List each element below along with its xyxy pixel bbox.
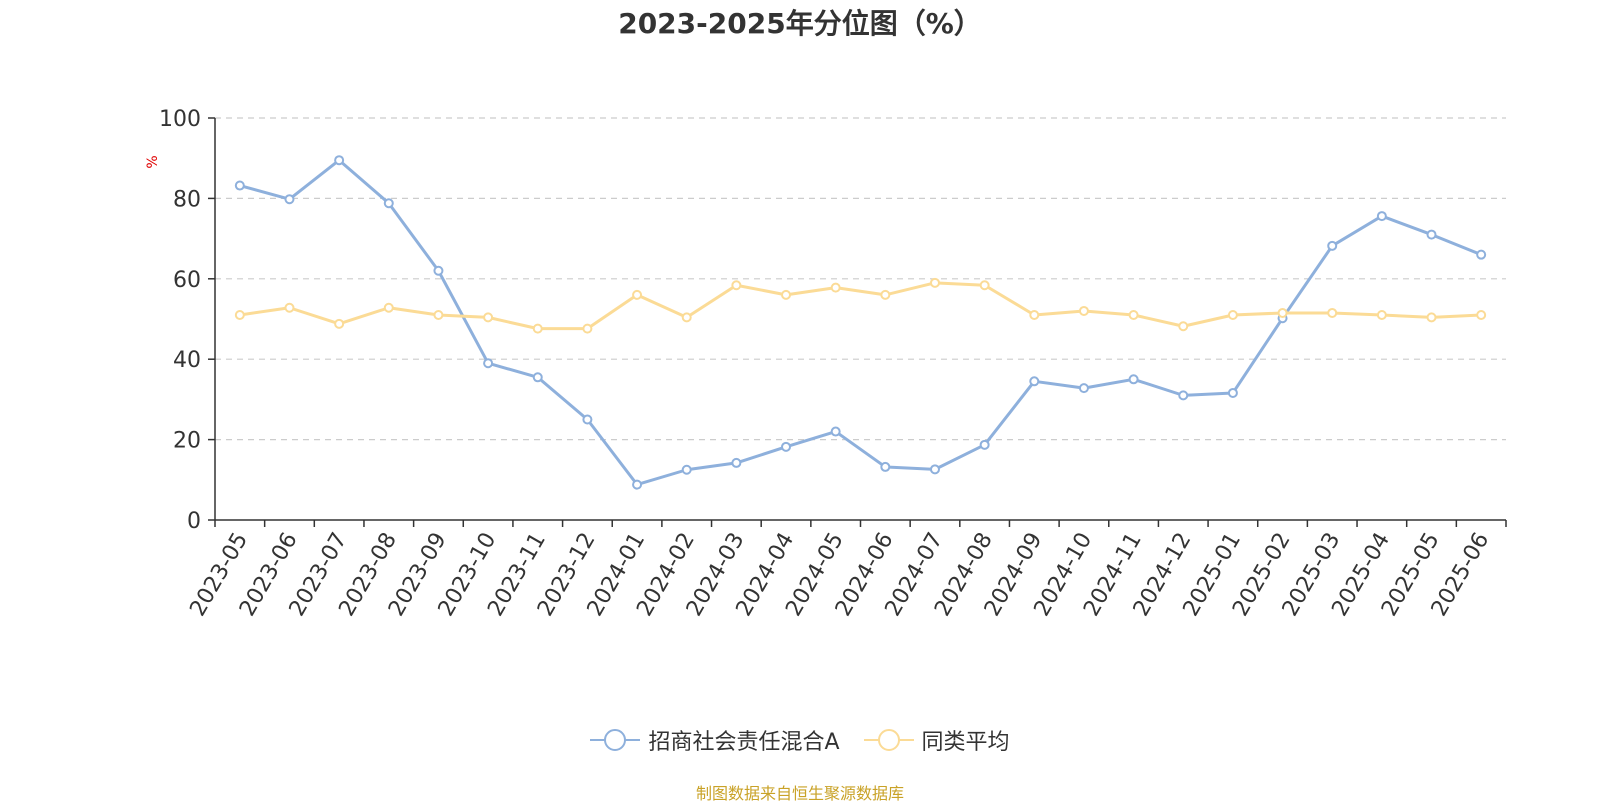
data-point [383, 198, 394, 209]
data-point [979, 280, 990, 291]
data-point [1476, 309, 1487, 320]
y-tick-label: 20 [173, 429, 201, 454]
data-point [532, 372, 543, 383]
data-point [1128, 374, 1139, 385]
data-point [632, 479, 643, 490]
series-line [239, 281, 1482, 331]
data-point [1178, 390, 1189, 401]
data-point [582, 414, 593, 425]
data-point [731, 457, 742, 468]
data-point [1128, 309, 1139, 320]
data-point [880, 461, 891, 472]
legend-marker-icon [590, 729, 641, 751]
data-point [234, 309, 245, 320]
data-point [681, 312, 692, 323]
data-point [830, 426, 841, 437]
data-point [383, 302, 394, 313]
data-point [1029, 376, 1040, 387]
data-point [334, 318, 345, 329]
data-point [483, 312, 494, 323]
data-point [1376, 211, 1387, 222]
data-point [1178, 321, 1189, 332]
data-point [1029, 309, 1040, 320]
data-point [1376, 309, 1387, 320]
data-point [1426, 312, 1437, 323]
data-point [1078, 383, 1089, 394]
data-point [929, 277, 940, 288]
source-note: 制图数据来自恒生聚源数据库 [695, 784, 904, 803]
data-point [433, 309, 444, 320]
data-point [1277, 307, 1288, 318]
series-lines [234, 155, 1487, 490]
data-point [284, 302, 295, 313]
y-axis-label: % [145, 155, 161, 168]
grid-lines [215, 117, 1506, 441]
series-1 [234, 277, 1487, 334]
legend-item-0[interactable]: 招商社会责任混合A [590, 724, 840, 756]
data-point [532, 323, 543, 334]
y-tick-label: 0 [187, 509, 201, 534]
chart-title: 2023-2025年分位图（%） [618, 7, 982, 40]
data-point [830, 282, 841, 293]
data-point [731, 280, 742, 291]
data-point [781, 289, 792, 300]
data-point [1078, 305, 1089, 316]
data-point [681, 464, 692, 475]
data-point [632, 289, 643, 300]
data-point [880, 289, 891, 300]
legend-label: 招商社会责任混合A [648, 730, 840, 755]
legend-marker-icon [863, 729, 914, 751]
data-point [979, 439, 990, 450]
data-point [1476, 249, 1487, 260]
data-point [929, 464, 940, 475]
y-tick-label: 60 [173, 268, 201, 293]
data-point [284, 194, 295, 205]
series-0 [234, 155, 1487, 490]
data-point [781, 441, 792, 452]
y-tick-label: 80 [173, 187, 201, 212]
y-tick-label: 40 [173, 348, 201, 373]
legend: 招商社会责任混合A 同类平均 [0, 724, 1600, 756]
data-point [334, 155, 345, 166]
data-point [1327, 240, 1338, 251]
data-point [1327, 307, 1338, 318]
data-point [1426, 229, 1437, 240]
data-point [1227, 387, 1238, 398]
axes: 0204060801002023-052023-062023-072023-08… [159, 107, 1507, 621]
legend-item-1[interactable]: 同类平均 [863, 724, 1010, 756]
data-point [582, 323, 593, 334]
y-tick-label: 100 [159, 107, 201, 132]
data-point [1227, 309, 1238, 320]
data-point [234, 180, 245, 191]
series-line [239, 158, 1482, 487]
legend-label: 同类平均 [921, 730, 1010, 755]
data-point [433, 265, 444, 276]
data-point [483, 358, 494, 369]
